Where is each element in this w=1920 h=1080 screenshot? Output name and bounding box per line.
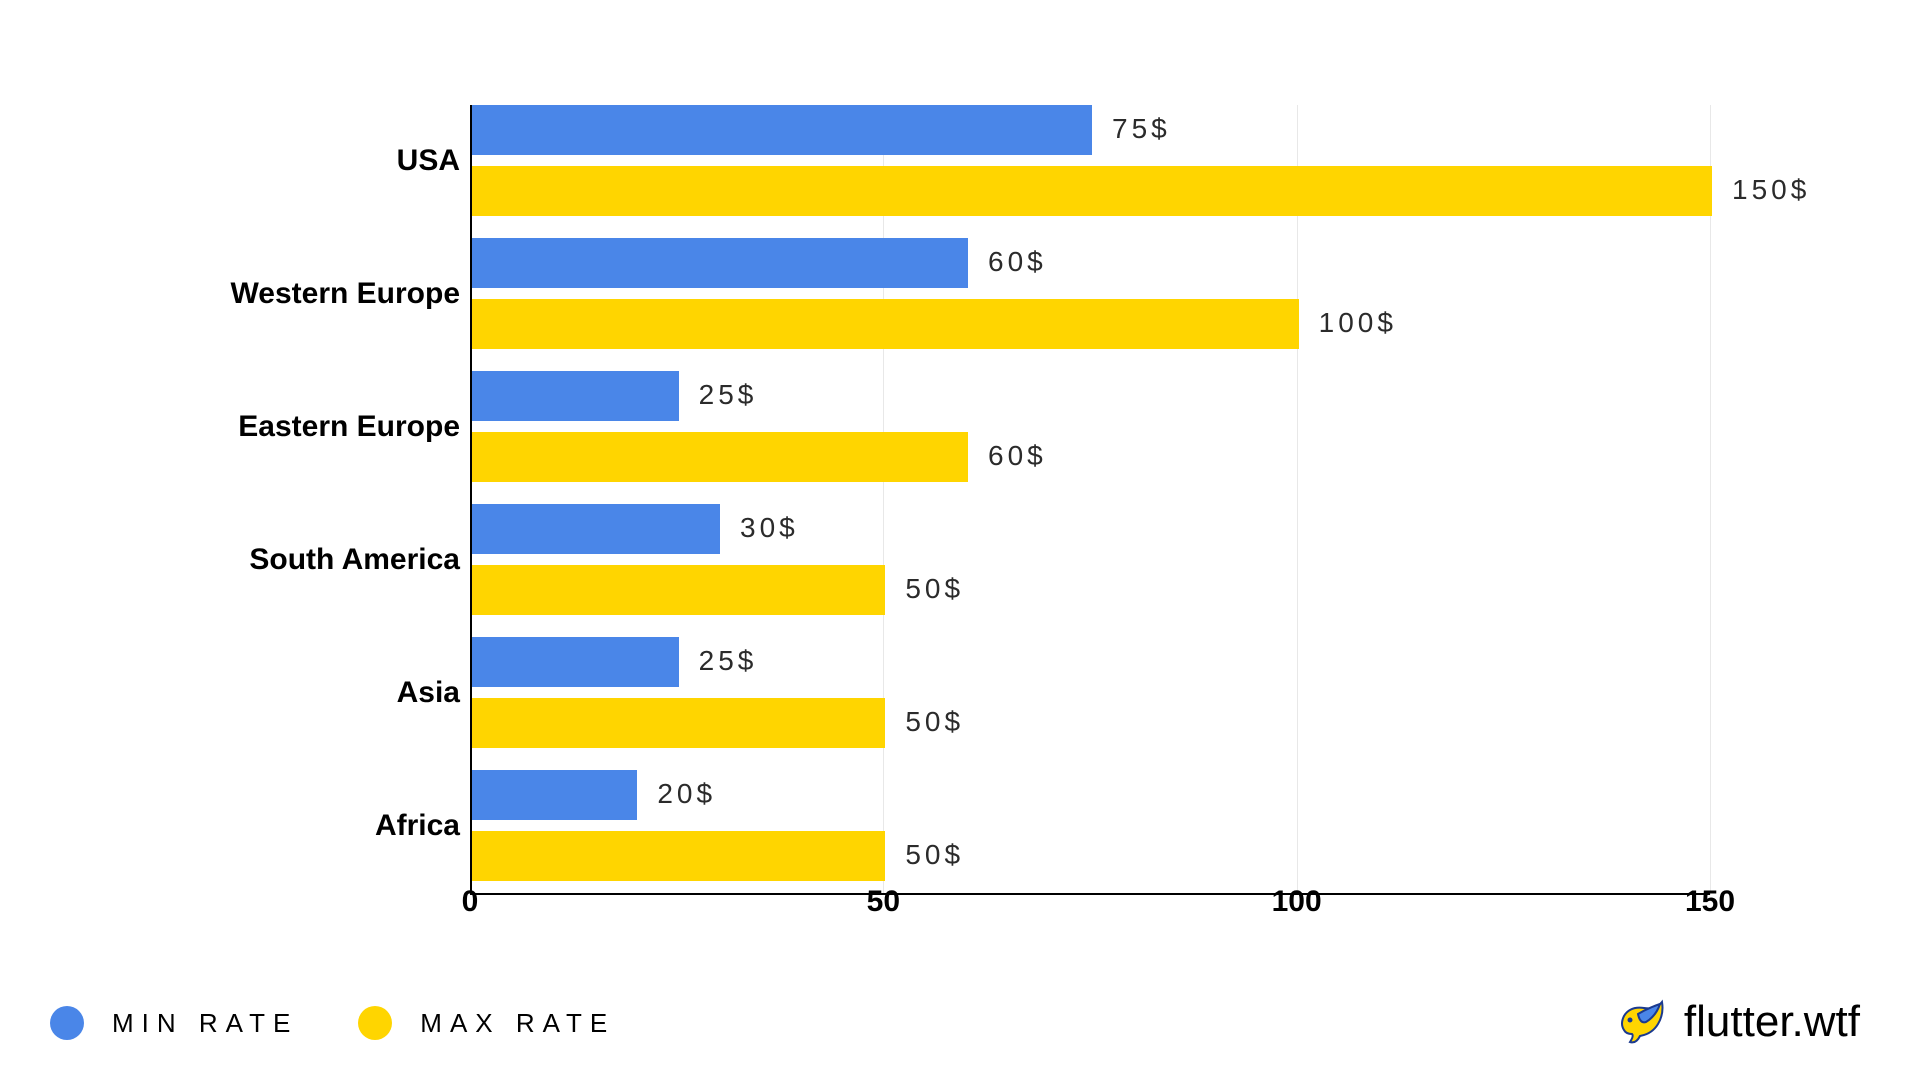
bar-value-label: 50$	[905, 839, 964, 871]
min-rate-bar	[472, 371, 679, 421]
min-rate-bar	[472, 238, 968, 288]
category-label: USA	[397, 144, 460, 178]
bar-value-label: 20$	[657, 778, 716, 810]
max-rate-bar	[472, 565, 885, 615]
category-label: Eastern Europe	[238, 410, 460, 444]
bar-value-label: 60$	[988, 246, 1047, 278]
plot-area: 75$150$60$100$25$60$30$50$25$50$20$50$	[470, 105, 1710, 895]
category-label: Western Europe	[231, 277, 461, 311]
category-label: South America	[249, 543, 460, 577]
min-rate-bar	[472, 105, 1092, 155]
category-label: Africa	[375, 809, 460, 843]
flutter-bird-icon	[1614, 994, 1670, 1050]
min-rate-bar	[472, 637, 679, 687]
legend-item-max: MAX RATE	[358, 1006, 615, 1040]
gridline	[1710, 105, 1711, 895]
bar-value-label: 30$	[740, 512, 799, 544]
legend-swatch-min	[50, 1006, 84, 1040]
legend: MIN RATE MAX RATE	[50, 1006, 615, 1040]
min-rate-bar	[472, 770, 637, 820]
bar-value-label: 25$	[699, 645, 758, 677]
x-tick-label: 0	[462, 885, 479, 919]
gridline	[1297, 105, 1298, 895]
bar-value-label: 60$	[988, 440, 1047, 472]
legend-item-min: MIN RATE	[50, 1006, 298, 1040]
bar-value-label: 50$	[905, 573, 964, 605]
bar-value-label: 100$	[1319, 307, 1397, 339]
rate-chart: 75$150$60$100$25$60$30$50$25$50$20$50$ 0…	[180, 85, 1800, 935]
bar-value-label: 75$	[1112, 113, 1171, 145]
bar-value-label: 50$	[905, 706, 964, 738]
legend-label-min: MIN RATE	[112, 1008, 298, 1039]
bar-value-label: 25$	[699, 379, 758, 411]
max-rate-bar	[472, 299, 1299, 349]
max-rate-bar	[472, 831, 885, 881]
gridline	[883, 105, 884, 895]
bar-value-label: 150$	[1732, 174, 1810, 206]
x-tick-label: 50	[867, 885, 900, 919]
brand: flutter.wtf	[1614, 994, 1860, 1050]
category-label: Asia	[397, 676, 460, 710]
x-axis	[470, 893, 1710, 895]
legend-label-max: MAX RATE	[420, 1008, 615, 1039]
x-tick-label: 100	[1272, 885, 1322, 919]
max-rate-bar	[472, 166, 1712, 216]
min-rate-bar	[472, 504, 720, 554]
brand-text: flutter.wtf	[1684, 997, 1860, 1047]
legend-swatch-max	[358, 1006, 392, 1040]
x-tick-label: 150	[1685, 885, 1735, 919]
max-rate-bar	[472, 432, 968, 482]
max-rate-bar	[472, 698, 885, 748]
